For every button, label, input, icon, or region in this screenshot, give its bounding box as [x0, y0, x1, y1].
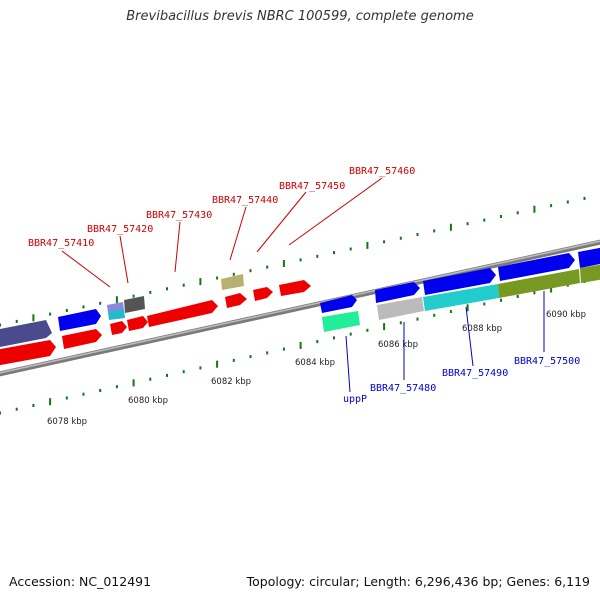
gene-feature[interactable]	[375, 282, 420, 303]
gene-feature[interactable]	[320, 295, 357, 313]
gene-feature[interactable]	[253, 287, 273, 301]
gene-feature[interactable]	[322, 311, 360, 332]
gene-feature[interactable]	[62, 329, 102, 349]
gene-label-bbr47-57440[interactable]: BBR47_57440	[212, 195, 278, 206]
leader-lines-top	[61, 177, 383, 288]
genome-title: Brevibacillus brevis NBRC 100599, comple…	[126, 9, 474, 24]
gene-label-bbr47-57430[interactable]: BBR47_57430	[146, 210, 212, 221]
scale-label-6082: 6082 kbp	[211, 377, 251, 387]
gene-feature[interactable]	[221, 274, 244, 290]
scale-label-6084: 6084 kbp	[295, 358, 335, 368]
gene-label-uppp[interactable]: uppP	[343, 394, 367, 405]
gene-feature[interactable]	[578, 246, 600, 268]
gene-feature[interactable]	[147, 300, 218, 327]
tick-row-lower	[0, 280, 586, 415]
accession-text: Accession: NC_012491	[9, 574, 152, 589]
scale-label-6088: 6088 kbp	[462, 324, 502, 334]
gene-feature[interactable]	[498, 253, 575, 281]
gene-feature[interactable]	[58, 309, 101, 331]
gene-track-minus	[0, 280, 311, 366]
gene-feature[interactable]	[0, 320, 52, 348]
gene-feature[interactable]	[377, 297, 424, 320]
genome-backbone	[0, 239, 600, 377]
gene-label-bbr47-57490[interactable]: BBR47_57490	[442, 368, 508, 379]
gene-feature[interactable]	[423, 268, 496, 295]
scale-label-6086: 6086 kbp	[378, 340, 418, 350]
tick-row-upper	[0, 196, 586, 327]
genome-backbone-highlight	[0, 240, 600, 374]
gene-feature[interactable]	[225, 293, 247, 308]
gene-label-bbr47-57480[interactable]: BBR47_57480	[370, 383, 436, 394]
gene-label-bbr47-57500[interactable]: BBR47_57500	[514, 356, 580, 367]
gene-label-bbr47-57450[interactable]: BBR47_57450	[279, 181, 345, 192]
gene-feature[interactable]	[0, 340, 56, 366]
gene-feature[interactable]	[498, 269, 580, 298]
gene-feature[interactable]	[279, 280, 311, 296]
gene-label-bbr47-57460[interactable]: BBR47_57460	[349, 166, 415, 177]
gene-label-bbr47-57410[interactable]: BBR47_57410	[28, 238, 94, 249]
scale-label-6090: 6090 kbp	[546, 310, 586, 320]
leader-lines-bottom	[345, 291, 545, 393]
gene-track-rna	[108, 263, 600, 332]
gene-track-plus	[0, 246, 600, 348]
scale-label-6080: 6080 kbp	[128, 396, 168, 406]
gene-label-bbr47-57420[interactable]: BBR47_57420	[87, 224, 153, 235]
gene-feature[interactable]	[108, 309, 125, 320]
gene-feature[interactable]	[423, 284, 499, 311]
gene-feature[interactable]	[127, 316, 148, 331]
gene-feature[interactable]	[124, 296, 145, 313]
gene-feature[interactable]	[580, 263, 600, 283]
scale-label-6078: 6078 kbp	[47, 417, 87, 427]
topology-text: Topology: circular; Length: 6,296,436 bp…	[246, 574, 590, 589]
gene-feature[interactable]	[110, 321, 127, 335]
